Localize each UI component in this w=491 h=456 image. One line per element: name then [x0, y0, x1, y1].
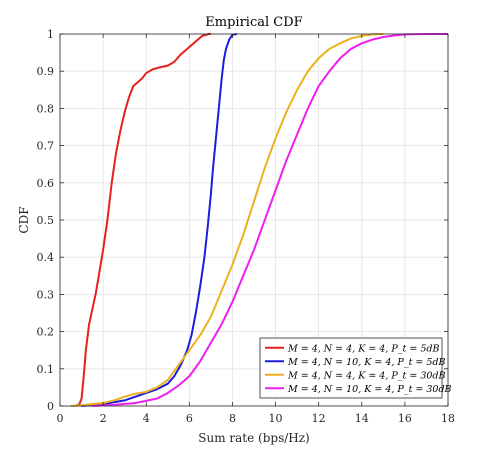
y-tick-label: 0.8: [37, 102, 55, 115]
series-line-2: [81, 33, 237, 407]
x-tick-label: 4: [143, 412, 150, 425]
legend-label-1: M = 4, N = 4, K = 4, P_t = 5dB: [287, 343, 439, 354]
x-tick-label: 14: [355, 412, 369, 425]
y-tick-label: 0.6: [37, 177, 55, 190]
x-tick-label: 10: [269, 412, 283, 425]
ticks: [59, 33, 449, 407]
x-tick-label: 12: [312, 412, 326, 425]
y-tick-label: 0.3: [37, 288, 55, 301]
y-axis-label: CDF: [17, 206, 31, 233]
legend-label-2: M = 4, N = 10, K = 4, P_t = 5dB: [287, 357, 446, 368]
y-tick-label: 0.1: [37, 363, 55, 376]
series-layer: [70, 33, 448, 407]
legend-label-3: M = 4, N = 4, K = 4, P_t = 30dB: [287, 370, 446, 381]
y-tick-label: 1: [47, 28, 54, 41]
legend: M = 4, N = 4, K = 4, P_t = 5dB M = 4, N =…: [259, 337, 452, 399]
x-tick-label: 18: [441, 412, 455, 425]
y-tick-label: 0.9: [37, 65, 55, 78]
y-tick-label: 0.5: [37, 214, 55, 227]
chart-title: Empirical CDF: [205, 15, 302, 30]
legend-label-4: M = 4, N = 10, K = 4, P_t = 30dB: [287, 384, 452, 395]
legend-box: [259, 337, 443, 399]
y-tick-label: 0.2: [37, 326, 55, 339]
series-line-4: [92, 33, 448, 407]
tick-labels: 0 2 4 6 8 10 12 14 16 18 0 0.1 0.2 0.3 0.4 0.5 0.6 0.7 0.8…: [37, 28, 456, 425]
x-tick-label: 16: [398, 412, 412, 425]
y-tick-label: 0.7: [37, 140, 55, 153]
y-tick-label: 0: [47, 400, 54, 413]
series-line-1: [74, 33, 211, 407]
x-tick-label: 8: [229, 412, 236, 425]
y-tick-label: 0.4: [37, 251, 55, 264]
x-tick-label: 0: [57, 412, 64, 425]
x-tick-label: 2: [100, 412, 107, 425]
series-line-3: [70, 33, 384, 407]
x-axis-label: Sum rate (bps/Hz): [198, 431, 310, 445]
x-tick-label: 6: [186, 412, 193, 425]
